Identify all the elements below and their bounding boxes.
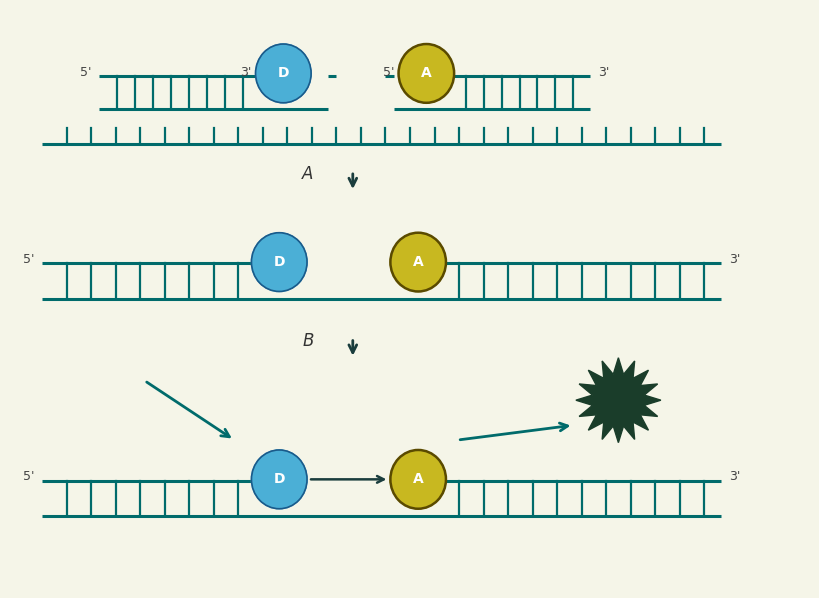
Text: A: A [412,255,423,269]
Text: B: B [301,332,313,350]
Text: A: A [412,472,423,486]
Text: 5': 5' [23,253,34,266]
Text: A: A [301,165,313,183]
Ellipse shape [251,450,306,509]
Ellipse shape [256,44,310,103]
Text: 3': 3' [240,66,251,79]
Text: 5': 5' [79,66,91,79]
Ellipse shape [398,44,454,103]
Text: D: D [278,66,289,80]
Polygon shape [575,358,660,443]
Text: D: D [274,472,285,486]
Ellipse shape [251,233,306,291]
Text: 3': 3' [597,66,609,79]
Text: 3': 3' [728,253,740,266]
Ellipse shape [390,233,446,291]
Text: A: A [420,66,431,80]
Text: 5': 5' [382,66,394,79]
Text: 5': 5' [23,471,34,483]
Text: D: D [274,255,285,269]
Text: 3': 3' [728,471,740,483]
Ellipse shape [390,450,446,509]
